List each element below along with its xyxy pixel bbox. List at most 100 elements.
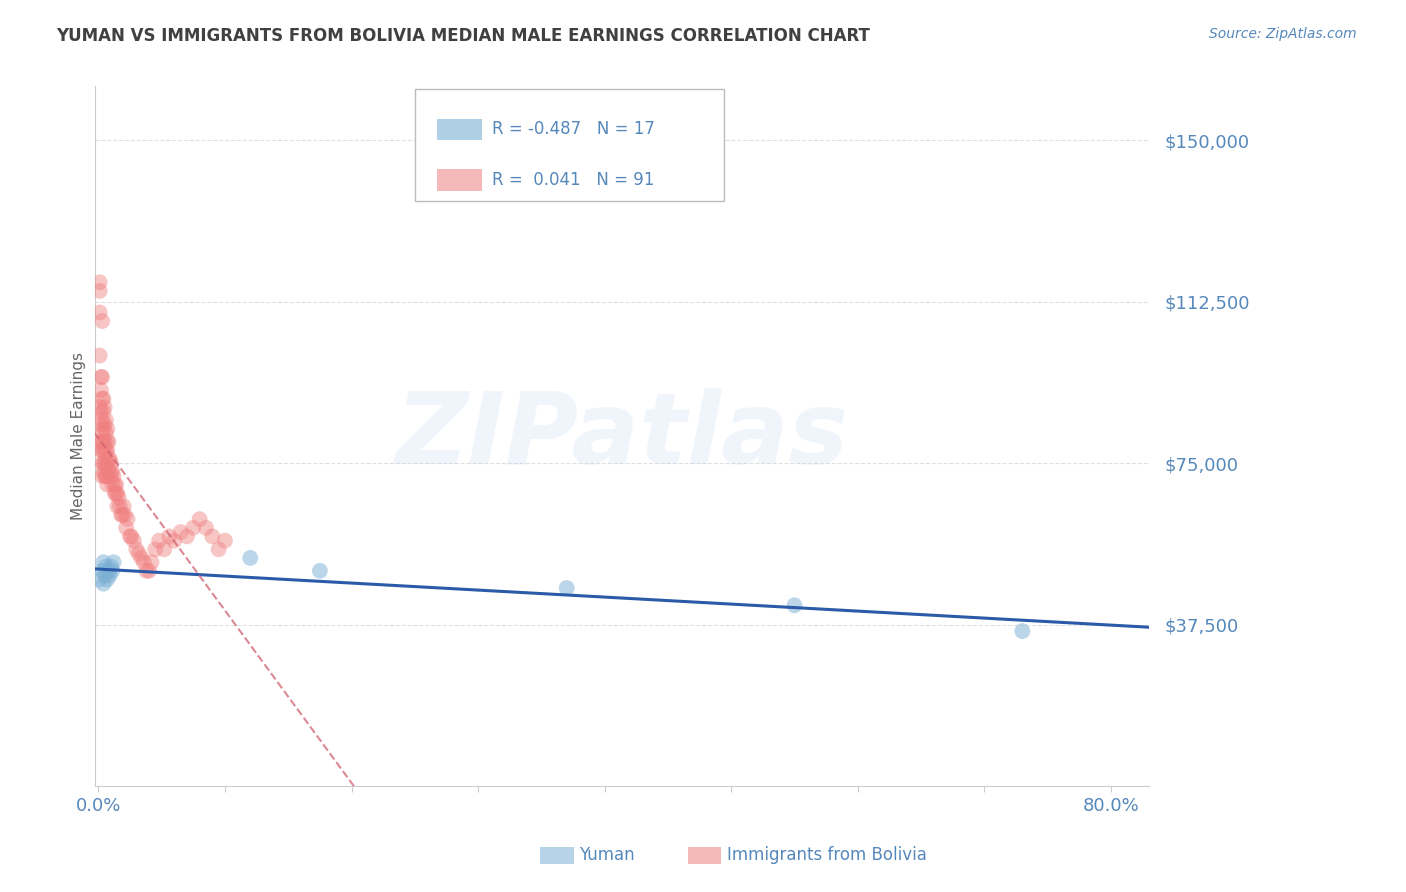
Point	[201, 529, 224, 543]
Point	[115, 521, 138, 535]
Point	[93, 400, 115, 414]
Point	[90, 443, 112, 458]
Point	[89, 275, 111, 289]
Point	[97, 465, 120, 479]
Point	[89, 305, 111, 319]
Point	[93, 469, 115, 483]
Point	[94, 425, 117, 440]
Point	[98, 451, 121, 466]
Point	[157, 529, 180, 543]
Point	[94, 443, 117, 458]
Point	[91, 469, 114, 483]
Point	[100, 456, 122, 470]
Point	[108, 500, 131, 514]
Point	[93, 456, 115, 470]
Point	[104, 477, 127, 491]
Y-axis label: Median Male Earnings: Median Male Earnings	[72, 352, 86, 520]
Point	[141, 555, 163, 569]
Point	[105, 486, 128, 500]
Point	[96, 443, 118, 458]
Point	[97, 434, 120, 449]
Point	[93, 422, 115, 436]
Point	[207, 542, 229, 557]
Point	[89, 349, 111, 363]
Point	[93, 434, 115, 449]
Point	[94, 456, 117, 470]
Point	[107, 491, 129, 505]
Point	[91, 425, 114, 440]
Point	[111, 508, 134, 522]
Point	[169, 524, 191, 539]
Point	[783, 599, 806, 613]
Point	[153, 542, 176, 557]
Text: Yuman: Yuman	[579, 847, 636, 864]
Point	[91, 434, 114, 449]
Point	[93, 465, 115, 479]
Point	[89, 284, 111, 298]
Point	[94, 413, 117, 427]
Point	[96, 573, 118, 587]
Point	[105, 486, 128, 500]
Point	[91, 392, 114, 406]
Point	[96, 434, 118, 449]
Point	[91, 314, 114, 328]
Point	[122, 533, 145, 548]
Point	[163, 533, 186, 548]
Point	[103, 469, 125, 483]
Point	[114, 508, 136, 522]
Point	[101, 564, 124, 578]
Point	[131, 550, 153, 565]
Point	[93, 404, 115, 418]
Point	[117, 512, 139, 526]
Point	[100, 469, 122, 483]
Point	[96, 456, 118, 470]
Point	[96, 477, 118, 491]
Point	[90, 370, 112, 384]
Point	[120, 529, 142, 543]
Point	[143, 542, 166, 557]
Point	[128, 547, 150, 561]
Point	[98, 568, 121, 582]
Point	[188, 512, 211, 526]
Point	[135, 564, 157, 578]
Point	[103, 555, 125, 569]
Point	[93, 392, 115, 406]
Point	[93, 434, 115, 449]
Point	[90, 383, 112, 397]
Point	[176, 529, 198, 543]
Point	[105, 500, 128, 514]
Point	[239, 550, 262, 565]
Point	[96, 422, 118, 436]
Point	[181, 521, 204, 535]
Point	[97, 451, 120, 466]
Point	[93, 417, 115, 432]
Point	[555, 581, 578, 595]
Point	[91, 564, 114, 578]
Point	[194, 521, 217, 535]
Point	[94, 559, 117, 574]
Point	[125, 542, 148, 557]
Point	[1011, 624, 1033, 639]
Text: Source: ZipAtlas.com: Source: ZipAtlas.com	[1209, 27, 1357, 41]
Point	[89, 400, 111, 414]
Point	[96, 469, 118, 483]
Point	[110, 508, 132, 522]
Point	[132, 555, 155, 569]
Point	[97, 564, 120, 578]
Point	[91, 443, 114, 458]
Point	[90, 417, 112, 432]
Point	[104, 486, 127, 500]
Text: Immigrants from Bolivia: Immigrants from Bolivia	[727, 847, 927, 864]
Point	[90, 434, 112, 449]
Point	[93, 456, 115, 470]
Point	[101, 477, 124, 491]
Point	[93, 443, 115, 458]
Text: ZIPatlas: ZIPatlas	[395, 388, 848, 484]
Point	[148, 533, 170, 548]
Point	[105, 477, 128, 491]
Point	[93, 576, 115, 591]
Point	[94, 469, 117, 483]
Point	[309, 564, 332, 578]
Point	[93, 568, 115, 582]
Point	[214, 533, 236, 548]
